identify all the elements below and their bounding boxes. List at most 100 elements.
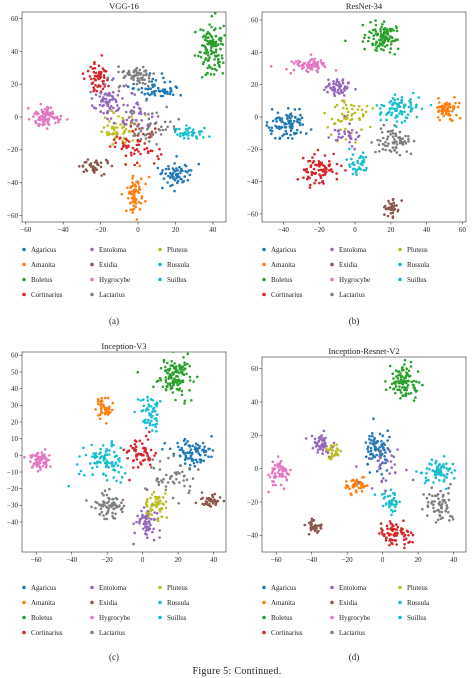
point-suillus [450,471,454,475]
point-cortinarius [305,177,309,181]
point-exidia [106,161,109,165]
point-boletus [180,370,184,374]
point-boletus [381,44,384,47]
point-pluteus [350,114,354,117]
point-boletus [411,383,415,387]
point-agaricus [300,116,304,119]
point-entoloma [332,80,335,83]
point-lactarius [114,503,117,507]
point-exidia [78,165,81,168]
point-cortinarius [153,454,156,457]
point-amanita [352,483,356,486]
point-russula [133,410,136,414]
point-pluteus [335,443,339,447]
point-cortinarius [95,74,99,78]
point-hygrocybe [43,123,46,126]
point-entoloma [337,135,341,139]
point-entoloma [322,429,326,433]
point-lactarius [121,510,124,514]
point-exidia [206,497,209,501]
point-agaricus [126,85,130,88]
point-agaricus [371,434,374,438]
point-cortinarius [146,454,149,458]
point-lactarius [144,137,148,140]
point-amanita [138,185,141,188]
point-agaricus [374,446,378,449]
point-hygrocybe [292,62,296,65]
point-agaricus [279,118,282,122]
point-exidia [387,199,390,203]
point-suillus [403,119,407,123]
point-russula [176,133,179,136]
point-boletus [169,364,172,367]
point-boletus [383,45,387,48]
point-exidia [84,168,88,171]
point-russula [144,421,147,425]
point-russula [183,131,186,134]
point-suillus [94,462,97,465]
point-cortinarius [159,153,163,156]
point-cortinarius [323,154,327,157]
point-cortinarius [132,459,135,462]
point-suillus [382,104,386,108]
plot-frame [261,356,467,553]
point-boletus [171,371,174,375]
point-lactarius [146,132,150,136]
point-hygrocybe [271,470,274,473]
point-suillus [425,467,429,470]
point-amanita [105,412,109,415]
point-hygrocybe [296,63,300,66]
point-boletus [173,362,176,365]
point-lactarius [394,134,398,138]
point-cortinarius [107,84,110,88]
point-entoloma [350,129,354,132]
point-agaricus [173,178,177,182]
point-suillus [445,462,448,466]
point-entoloma [153,517,156,521]
point-suillus [424,476,428,480]
point-pluteus [323,111,327,115]
point-russula [159,399,162,403]
point-cortinarius [134,128,137,131]
point-suillus [105,448,108,451]
point-suillus [115,479,118,483]
point-russula [350,157,353,161]
point-pluteus [364,110,368,114]
point-russula [188,126,191,130]
point-exidia [95,161,99,165]
point-exidia [386,214,390,218]
legend-marker [262,292,266,297]
legend-label: Russula [407,261,430,269]
point-agaricus [193,448,197,451]
point-agaricus [171,183,174,187]
point-boletus [375,46,378,50]
point-cortinarius [89,65,92,69]
point-agaricus [382,447,385,451]
point-lactarius [148,140,151,143]
point-hygrocybe [29,460,32,463]
point-lactarius [427,500,430,504]
point-pluteus [152,503,155,507]
point-agaricus [181,180,184,184]
point-pluteus [356,108,360,111]
point-hygrocybe [43,107,47,111]
point-cortinarius [330,168,333,171]
point-lactarius [136,77,140,80]
point-entoloma [134,118,138,122]
point-exidia [393,208,396,211]
point-agaricus [210,435,213,438]
point-russula [151,429,154,432]
point-exidia [388,202,392,205]
y-tick-label: 50 [11,368,19,376]
point-lactarius [165,105,168,109]
point-lactarius [162,477,165,481]
point-suillus [442,455,446,458]
panels: VGG-16−60 −40 −20 0 20 40−60−40−200204060Agar… [7,1,466,662]
point-boletus [383,30,386,34]
point-agaricus [183,163,187,167]
point-suillus [105,479,109,482]
legend-marker [262,277,266,282]
point-boletus [404,376,407,380]
